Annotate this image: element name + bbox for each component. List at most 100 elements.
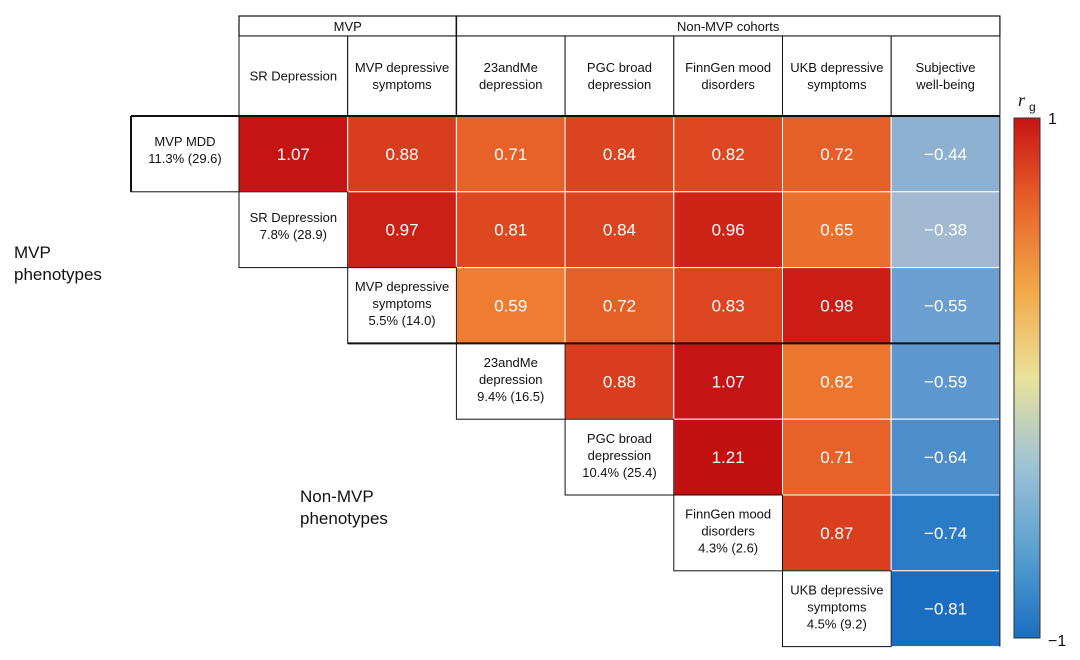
heatmap-cell (890, 418, 1001, 496)
column-header-label: symptoms (372, 77, 432, 92)
row-label: UKB depressive (790, 582, 883, 597)
row-label: 4.5% (9.2) (807, 616, 867, 631)
cell-value-label: −0.44 (924, 145, 967, 164)
column-header-label: well-being (915, 77, 975, 92)
heatmap-cell (673, 342, 783, 420)
row-label-cell (673, 494, 783, 572)
column-header-cell (564, 35, 675, 117)
cell-value-label: 0.59 (494, 297, 527, 316)
row-label: 10.4% (25.4) (582, 465, 656, 480)
heatmap-cell (673, 267, 783, 344)
cell-value-label: 0.88 (386, 145, 419, 164)
column-header-label: FinnGen mood (685, 60, 771, 75)
cell-value-label: 0.88 (603, 372, 636, 391)
row-label: 4.3% (2.6) (698, 541, 758, 556)
side-label-non-mvp: Non-MVP (300, 487, 374, 506)
column-header-label: Subjective (916, 60, 976, 75)
cell-value-label: 0.83 (712, 297, 745, 316)
side-label-non-mvp: phenotypes (300, 509, 388, 528)
cell-value-label: −0.64 (924, 448, 967, 467)
column-header-label: disorders (701, 77, 755, 92)
heatmap-cell (782, 191, 892, 269)
column-header-label: 23andMe (484, 60, 538, 75)
cell-value-label: 0.62 (820, 372, 853, 391)
cell-value-label: 1.07 (712, 372, 745, 391)
row-label-cell (238, 191, 349, 269)
row-label: 9.4% (16.5) (477, 389, 544, 404)
cell-value-label: −0.59 (924, 372, 967, 391)
row-label: PGC broad (587, 431, 652, 446)
side-label-mvp: phenotypes (14, 265, 102, 284)
heatmap-cell (890, 191, 1001, 269)
colorbar (1013, 117, 1041, 639)
column-header-label: PGC broad (587, 60, 652, 75)
column-header-cell (782, 35, 892, 117)
row-label: disorders (701, 524, 755, 539)
cell-value-label: 0.87 (820, 524, 853, 543)
row-label: symptoms (372, 296, 432, 311)
cell-value-label: 0.81 (494, 221, 527, 240)
heatmap-cell (890, 494, 1001, 572)
column-header-cell (347, 35, 457, 117)
cell-value-label: 0.97 (386, 221, 419, 240)
cell-value-label: 1.07 (277, 145, 310, 164)
heatmap-cell (564, 191, 675, 269)
cell-value-label: 0.65 (820, 221, 853, 240)
row-label: 7.8% (28.9) (260, 227, 327, 242)
colorbar-title-subscript: g (1029, 100, 1036, 114)
row-label: FinnGen mood (685, 507, 771, 522)
cell-value-label: −0.81 (924, 600, 967, 619)
heatmap-cell (890, 115, 1001, 193)
row-label: 11.3% (29.6) (148, 151, 221, 166)
colorbar-min-label: −1 (1048, 633, 1066, 650)
cell-value-label: −0.74 (924, 524, 967, 543)
heatmap-cell (890, 570, 1001, 648)
column-header-label: depression (479, 77, 543, 92)
row-label: symptoms (807, 599, 867, 614)
cell-value-label: 0.98 (820, 297, 853, 316)
cell-value-label: 0.82 (712, 145, 745, 164)
row-label: SR Depression (250, 210, 337, 225)
row-label: depression (479, 372, 543, 387)
side-label-mvp: MVP (14, 243, 51, 262)
cell-value-label: 1.21 (712, 448, 745, 467)
column-header-label: SR Depression (250, 69, 337, 84)
heatmap-cell (564, 115, 675, 193)
column-header-label: MVP depressive (355, 60, 449, 75)
heatmap-cell (673, 418, 783, 496)
heatmap-cell (673, 191, 783, 269)
heatmap-cell (455, 191, 566, 269)
cell-value-label: 0.84 (603, 145, 636, 164)
heatmap-cell (782, 494, 892, 572)
heatmap-cell (782, 267, 892, 344)
row-label: MVP MDD (154, 134, 215, 149)
row-label-cell (564, 418, 675, 496)
row-label: 5.5% (14.0) (368, 313, 435, 328)
row-label-cell (782, 570, 892, 648)
cell-value-label: −0.38 (924, 221, 967, 240)
column-header-cell (673, 35, 783, 117)
cell-value-label: 0.71 (494, 145, 527, 164)
column-header-label: symptoms (807, 77, 867, 92)
row-label-cell (130, 115, 240, 193)
cell-value-label: 0.71 (820, 448, 853, 467)
cell-value-label: 0.72 (603, 297, 636, 316)
row-label: MVP depressive (355, 279, 449, 294)
heatmap-cell (890, 342, 1001, 420)
column-header-label: UKB depressive (790, 60, 883, 75)
column-header-label: depression (588, 77, 652, 92)
cell-value-label: 0.72 (820, 145, 853, 164)
colorbar-max-label: 1 (1048, 111, 1057, 128)
cell-value-label: 0.96 (712, 221, 745, 240)
column-header-cell (890, 35, 1001, 117)
cell-value-label: 0.84 (603, 221, 636, 240)
column-header-cell (455, 35, 566, 117)
heatmap-cell (782, 115, 892, 193)
colorbar-title: r (1018, 90, 1026, 110)
column-group-label: Non-MVP cohorts (677, 19, 780, 34)
heatmap-cell (782, 418, 892, 496)
row-label: depression (588, 448, 652, 463)
heatmap-cell (673, 115, 783, 193)
row-label-cell (347, 267, 457, 344)
